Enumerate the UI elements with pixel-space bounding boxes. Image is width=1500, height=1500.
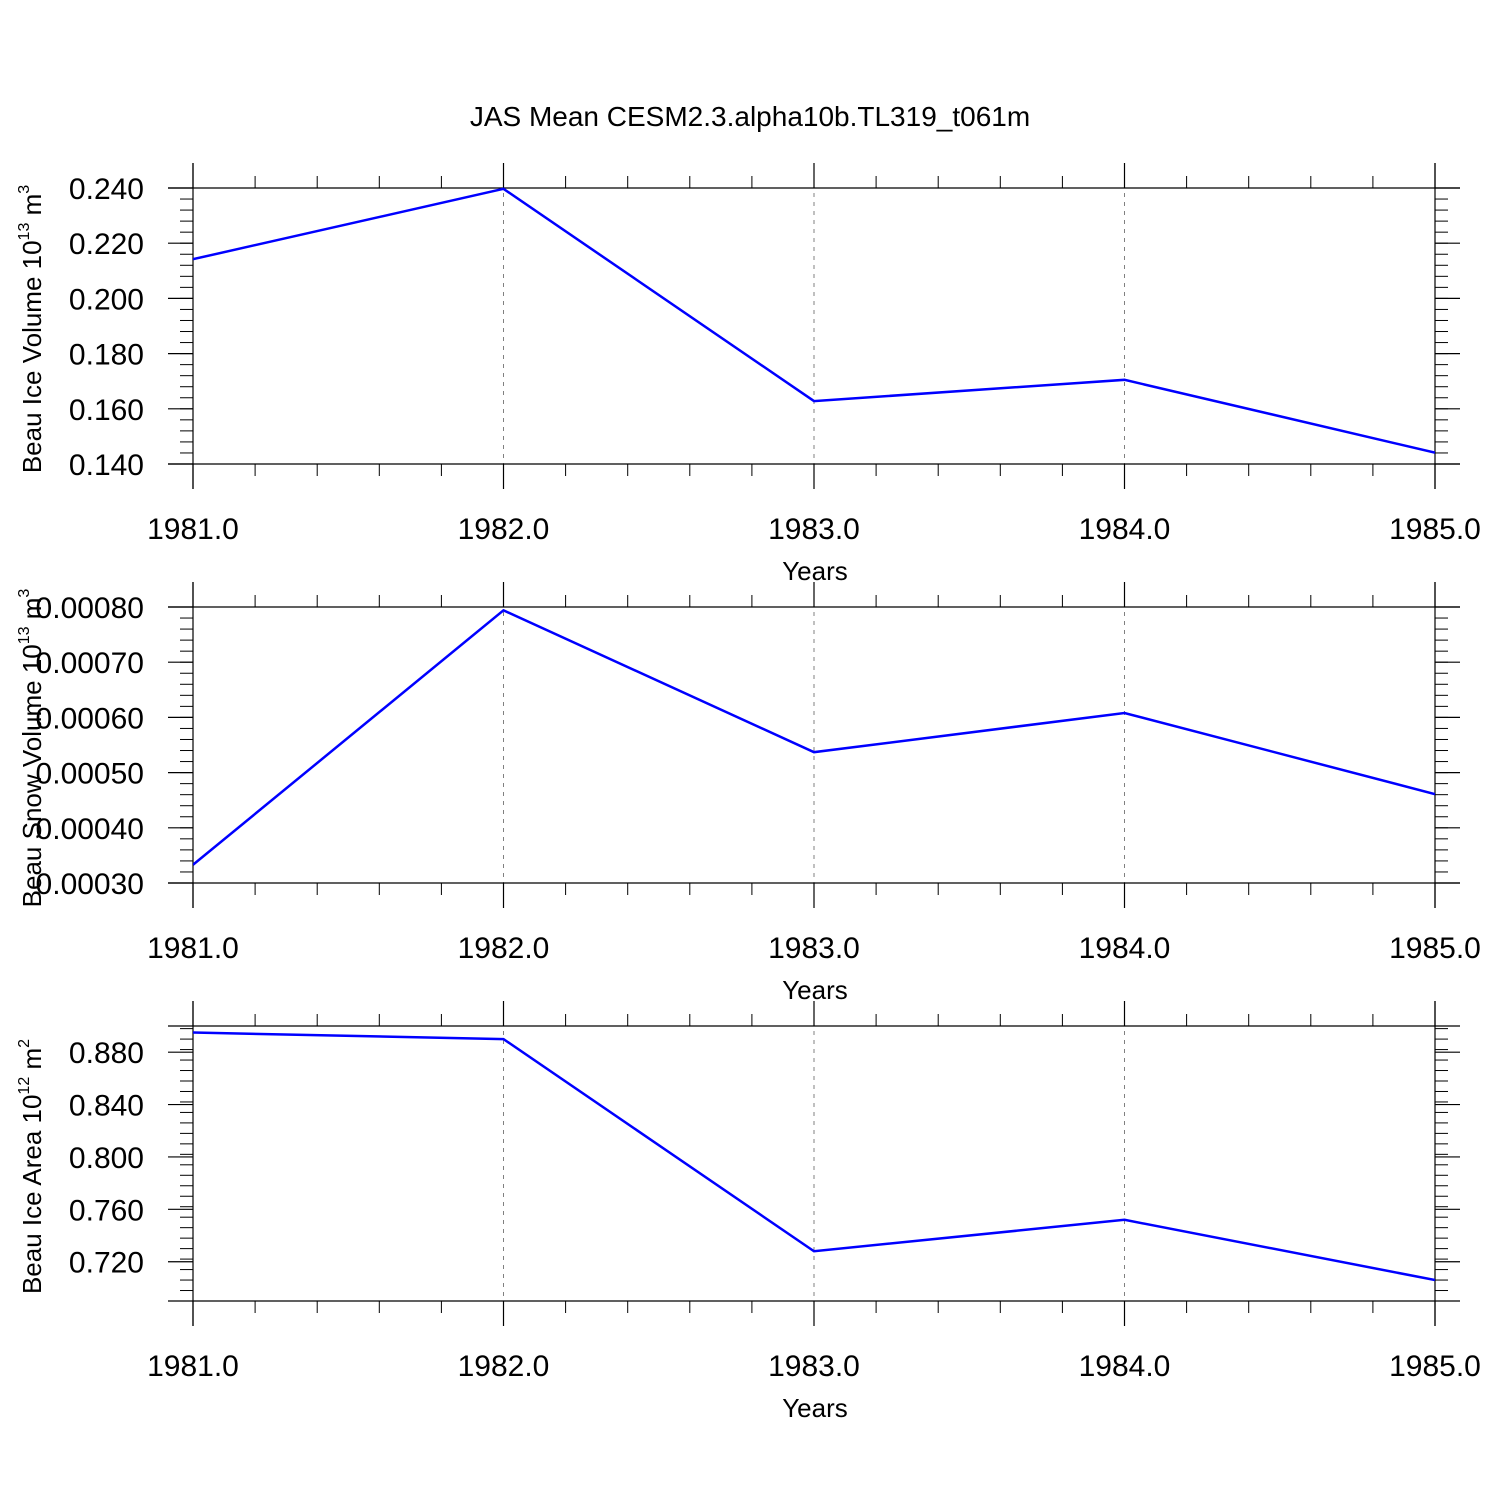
x-tick-label: 1983.0	[768, 932, 860, 965]
x-tick-label: 1984.0	[1079, 513, 1171, 546]
y-axis-label-part: m	[17, 1048, 47, 1077]
x-axis-label: Years	[782, 1393, 848, 1423]
x-tick-label: 1982.0	[458, 1350, 550, 1383]
chart-panel-2: 0.00030 0.00040 0.00050 0.00060 0.00070 0.000…	[16, 582, 1481, 1005]
y-tick-label: 0.00050	[36, 758, 144, 791]
y-tick-label: 0.180	[69, 339, 144, 372]
y-axis-label-part: 13	[16, 223, 33, 241]
y-axis-label: Beau Snow Volume 1013 m3	[16, 589, 47, 908]
y-axis-label: Beau Ice Volume 1013 m3	[16, 185, 47, 473]
figure-title: JAS Mean CESM2.3.alpha10b.TL319_t061m	[470, 101, 1030, 132]
x-axis-label: Years	[782, 556, 848, 586]
y-axis-label-part: 13	[16, 626, 33, 644]
chart-panel-3: 0.720 0.760 0.800 0.840 0.880 1981.0 1982.0 198…	[16, 1001, 1481, 1423]
y-tick-label: 0.00040	[36, 813, 144, 846]
y-axis-label-part: Beau Ice Volume 10	[17, 240, 47, 473]
y-tick-label: 0.00080	[36, 592, 144, 625]
y-axis-label-part: 3	[16, 589, 33, 598]
y-tick-label: 0.200	[69, 283, 144, 316]
y-tick-label: 0.240	[69, 173, 144, 206]
y-axis-label-part: 12	[16, 1077, 33, 1095]
y-axis-label-part: m	[17, 598, 47, 627]
y-tick-label: 0.720	[69, 1247, 144, 1280]
y-axis-label-part: m	[17, 194, 47, 223]
y-tick-label: 0.800	[69, 1142, 144, 1175]
x-tick-label: 1981.0	[147, 513, 239, 546]
series-line	[193, 187, 1435, 454]
y-axis-label-part: Beau Ice Area 10	[17, 1095, 47, 1294]
x-tick-label: 1982.0	[458, 513, 550, 546]
series-line	[193, 1031, 1435, 1282]
y-tick-label: 0.140	[69, 449, 144, 482]
x-tick-label: 1985.0	[1389, 1350, 1481, 1383]
y-tick-label: 0.760	[69, 1194, 144, 1227]
x-tick-label: 1983.0	[768, 513, 860, 546]
y-tick-label: 0.220	[69, 228, 144, 261]
x-tick-label: 1984.0	[1079, 1350, 1171, 1383]
x-tick-label: 1983.0	[768, 1350, 860, 1383]
x-axis-label: Years	[782, 975, 848, 1005]
x-tick-label: 1982.0	[458, 932, 550, 965]
x-tick-label: 1981.0	[147, 932, 239, 965]
x-tick-label: 1984.0	[1079, 932, 1171, 965]
y-tick-label: 0.880	[69, 1037, 144, 1070]
series-line	[193, 608, 1435, 866]
y-tick-label: 0.00070	[36, 647, 144, 680]
y-tick-label: 0.00060	[36, 702, 144, 735]
y-axis-label-part: Beau Snow Volume 10	[17, 644, 47, 907]
y-axis-label: Beau Ice Area 1012 m2	[16, 1039, 47, 1294]
chart-panel-1: 0.140 0.160 0.180 0.200 0.220 0.240 1981.0 1982…	[16, 163, 1481, 586]
x-tick-label: 1981.0	[147, 1350, 239, 1383]
x-tick-label: 1985.0	[1389, 932, 1481, 965]
y-tick-label: 0.840	[69, 1090, 144, 1123]
y-axis-label-part: 3	[16, 185, 33, 194]
y-tick-label: 0.160	[69, 394, 144, 427]
y-axis-label-part: 2	[16, 1039, 33, 1048]
x-tick-label: 1985.0	[1389, 513, 1481, 546]
y-tick-label: 0.00030	[36, 868, 144, 901]
